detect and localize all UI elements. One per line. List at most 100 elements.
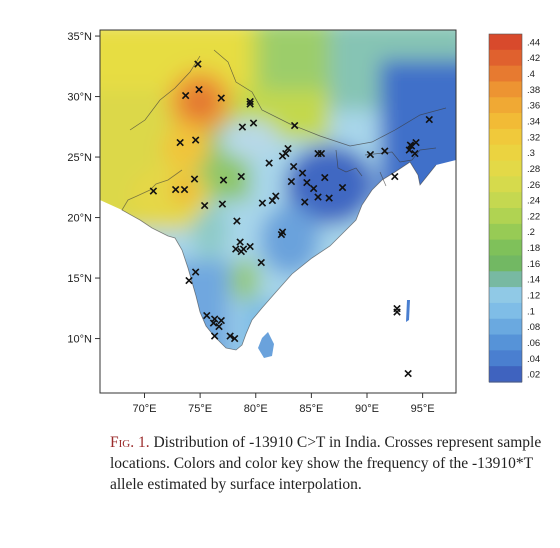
sample-marker: × <box>218 196 227 213</box>
sample-marker: × <box>191 264 200 281</box>
color-key-label: .24 <box>527 196 540 207</box>
sample-marker: × <box>265 155 274 172</box>
color-key-label: .3 <box>527 148 535 159</box>
sample-marker: × <box>210 328 219 345</box>
sample-marker: × <box>200 197 209 214</box>
color-key-swatch <box>489 49 522 67</box>
sample-marker: × <box>217 90 226 107</box>
sample-marker: × <box>410 145 419 162</box>
map-frame <box>99 29 457 394</box>
lat-tick-label: 15°N <box>67 273 92 285</box>
color-key-swatch <box>489 350 522 367</box>
sample-marker: × <box>278 148 287 165</box>
color-key-swatch <box>489 34 522 51</box>
color-key-label: .1 <box>527 306 535 317</box>
color-key-border <box>488 33 523 383</box>
sample-marker: × <box>238 119 247 136</box>
sample-marker: × <box>298 165 307 182</box>
sample-marker: × <box>149 183 158 200</box>
boundary-lines <box>129 49 447 187</box>
longitude-axis: 70°E 75°E 80°E 85°E 90°E 95°E <box>133 393 435 415</box>
sample-marker: × <box>287 173 296 190</box>
sample-marker: × <box>425 112 434 129</box>
color-key-swatch <box>489 318 522 336</box>
lon-tick-label: 75°E <box>188 403 212 415</box>
sample-marker: × <box>277 226 286 243</box>
lat-tick-label: 20°N <box>67 213 92 225</box>
sample-marker: × <box>393 300 402 317</box>
sample-marker: × <box>219 172 228 189</box>
color-key-label: .08 <box>527 322 540 333</box>
figure-label: Fig. 1. <box>110 434 150 451</box>
color-key-swatch <box>489 302 522 320</box>
ocean <box>100 160 456 393</box>
sample-marker: × <box>309 181 318 198</box>
sample-marker: × <box>237 168 246 185</box>
sample-marker: × <box>390 168 399 185</box>
sample-marker: × <box>404 366 413 383</box>
color-key-swatch <box>489 144 522 162</box>
sample-marker: × <box>215 318 224 335</box>
color-key-swatch <box>489 208 522 225</box>
sample-marker: × <box>171 182 180 199</box>
color-key-label: .32 <box>527 132 540 143</box>
lon-tick-label: 80°E <box>244 403 268 415</box>
color-key-label: .18 <box>527 243 540 254</box>
color-key-label: .28 <box>527 164 540 175</box>
color-key-label: .44 <box>527 37 540 48</box>
lon-tick-label: 90°E <box>355 403 379 415</box>
color-key-swatch <box>489 160 522 177</box>
lon-tick-label: 70°E <box>133 403 157 415</box>
color-key-label: .02 <box>527 370 540 381</box>
sample-marker: × <box>314 145 323 162</box>
sample-marker: × <box>210 311 219 328</box>
sample-marker: × <box>226 328 235 345</box>
sample-marker: × <box>303 174 312 191</box>
sample-marker: × <box>180 182 189 199</box>
color-key-swatch <box>489 239 522 257</box>
sample-marker: × <box>412 135 421 152</box>
lat-tick-label: 10°N <box>67 334 92 346</box>
sample-marker: × <box>230 331 239 348</box>
latitude-axis: 35°N 30°N 25°N 20°N 15°N 10°N <box>67 31 100 346</box>
color-key-label: .14 <box>527 275 540 286</box>
sample-marker: × <box>195 81 204 98</box>
sample-marker: × <box>290 118 299 135</box>
color-key-swatch <box>489 255 522 272</box>
lon-tick-label: 85°E <box>299 403 323 415</box>
sample-marker: × <box>231 241 240 258</box>
sample-marker: × <box>185 272 194 289</box>
color-key-label: .06 <box>527 338 540 349</box>
sample-marker: × <box>366 147 375 164</box>
coastline <box>121 161 437 351</box>
color-key-swatch <box>489 176 522 193</box>
sample-marker: × <box>217 312 226 329</box>
sample-marker: × <box>300 194 309 211</box>
lon-tick-label: 95°E <box>411 403 435 415</box>
sri-lanka-island <box>258 332 274 358</box>
color-key-label: .16 <box>527 259 540 270</box>
color-key-label: .38 <box>527 85 540 96</box>
sample-marker: × <box>405 142 414 159</box>
sample-marker: × <box>406 137 415 154</box>
color-key-label: .2 <box>527 227 535 238</box>
sample-marker: × <box>314 189 323 206</box>
color-key-swatch <box>489 287 522 304</box>
sample-marker: × <box>191 132 200 149</box>
color-key-swatch <box>489 334 522 351</box>
sample-marker: × <box>249 115 258 132</box>
sample-marker: × <box>181 87 190 104</box>
color-key-swatch <box>489 223 522 241</box>
sample-marker: × <box>237 243 246 260</box>
color-key-label: .12 <box>527 291 540 302</box>
color-key: .44 .42 .4 .38 .36 .34 .32 .3 .28 .26 .24 .22 .2 .18.… <box>488 33 540 383</box>
sample-marker: × <box>232 213 241 230</box>
sample-marker: × <box>289 159 298 176</box>
color-key-label: .04 <box>527 354 540 365</box>
sample-marker: × <box>284 141 293 158</box>
sample-marker: × <box>246 93 255 110</box>
lat-tick-label: 25°N <box>67 152 92 164</box>
sample-marker: × <box>317 145 326 162</box>
color-key-swatch <box>489 81 522 98</box>
